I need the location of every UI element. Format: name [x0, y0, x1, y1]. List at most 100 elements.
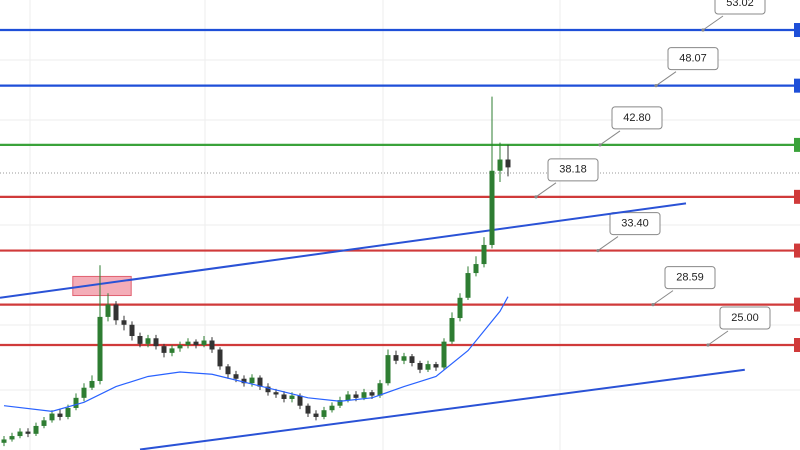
callout-pointer — [535, 182, 557, 198]
level-label: 28.59 — [676, 272, 704, 284]
candle-body — [289, 395, 295, 399]
level-label: 53.02 — [726, 0, 754, 9]
callout-pointer — [655, 71, 677, 87]
callout-box — [547, 158, 599, 182]
candle-body — [449, 318, 455, 342]
candle-body — [9, 436, 15, 440]
candle-body — [233, 374, 239, 379]
candle-body — [409, 356, 415, 363]
candle-body — [153, 338, 159, 347]
candle-body — [457, 297, 463, 319]
candle-body — [481, 244, 487, 265]
level-label: 33.40 — [621, 217, 649, 229]
candle-body — [73, 397, 79, 408]
candle-body — [17, 431, 23, 437]
callout-pointer — [707, 330, 729, 346]
candle-body — [313, 413, 319, 417]
candle-body — [417, 362, 423, 370]
level-tab — [794, 189, 800, 204]
callout-pointer — [599, 130, 621, 146]
candle-body — [345, 394, 351, 401]
candle-body — [41, 420, 47, 426]
candle-body — [465, 273, 471, 298]
callout-dot — [651, 303, 655, 307]
candle-body — [385, 355, 391, 384]
candle-body — [177, 345, 183, 349]
candle-body — [401, 356, 407, 361]
candle-body — [97, 316, 103, 381]
level-label: 38.18 — [559, 164, 587, 176]
candle-body — [249, 377, 255, 384]
callout-box — [667, 47, 719, 71]
callout-dot — [596, 248, 600, 253]
callout-dot — [706, 343, 710, 347]
callout-pointer — [702, 15, 724, 31]
callout-box — [609, 212, 661, 236]
candle-body — [433, 364, 439, 368]
candle-body — [65, 407, 71, 417]
callout-dot — [534, 195, 538, 199]
callout-box — [664, 266, 716, 290]
candle-body — [353, 394, 359, 398]
level-label: 42.80 — [623, 112, 651, 124]
level-tab — [794, 78, 800, 93]
callout-dot — [654, 84, 658, 88]
candle-body — [473, 264, 479, 274]
callout-box — [719, 306, 771, 330]
candle-body — [305, 405, 311, 414]
candle-body — [25, 431, 31, 434]
level-tab — [794, 137, 800, 152]
candle-body — [377, 383, 383, 396]
candle-body — [257, 377, 263, 387]
candle-body — [169, 348, 175, 353]
candle-body — [121, 320, 127, 325]
candle-body — [89, 380, 95, 388]
candle-body — [49, 413, 55, 421]
candle-body — [201, 340, 207, 346]
candle-body — [105, 304, 111, 317]
trendline — [139, 368, 745, 450]
level-label: 25.00 — [731, 312, 759, 324]
candle-body — [241, 378, 247, 384]
candle-body — [33, 425, 39, 434]
candle-body — [337, 400, 343, 406]
candle-body — [129, 324, 135, 337]
candle-body — [329, 405, 335, 411]
candle-body — [265, 386, 271, 393]
level-tab — [794, 23, 800, 38]
level-label: 48.07 — [679, 53, 707, 65]
callout-pointer — [597, 236, 619, 251]
candle-body — [113, 304, 119, 321]
candle-body — [369, 392, 375, 396]
moving-average — [3, 296, 509, 412]
candle-body — [57, 413, 63, 417]
callout-box — [714, 0, 766, 15]
candle-body — [497, 159, 503, 171]
callout-pointer — [652, 290, 674, 306]
candle-body — [185, 341, 191, 346]
level-tab — [794, 297, 800, 312]
callout-dot — [598, 143, 602, 147]
candle-body — [81, 387, 87, 398]
candle-body — [209, 340, 215, 350]
candle-body — [193, 341, 199, 346]
candle-body — [361, 392, 367, 398]
candle-body — [505, 159, 511, 168]
candle-body — [321, 410, 327, 417]
candle-body — [1, 439, 7, 443]
candle-body — [217, 349, 223, 367]
callout-box — [611, 106, 663, 130]
candle-body — [281, 394, 287, 399]
candle-body — [297, 395, 303, 406]
level-tab — [794, 338, 800, 353]
callout-dot — [701, 28, 705, 32]
level-tab — [794, 243, 800, 258]
candle-body — [225, 366, 231, 375]
candle-body — [145, 338, 151, 344]
candle-body — [425, 364, 431, 370]
candle-body — [137, 336, 143, 344]
candle-body — [489, 170, 495, 245]
trendline — [0, 202, 687, 299]
candle-body — [393, 355, 399, 361]
